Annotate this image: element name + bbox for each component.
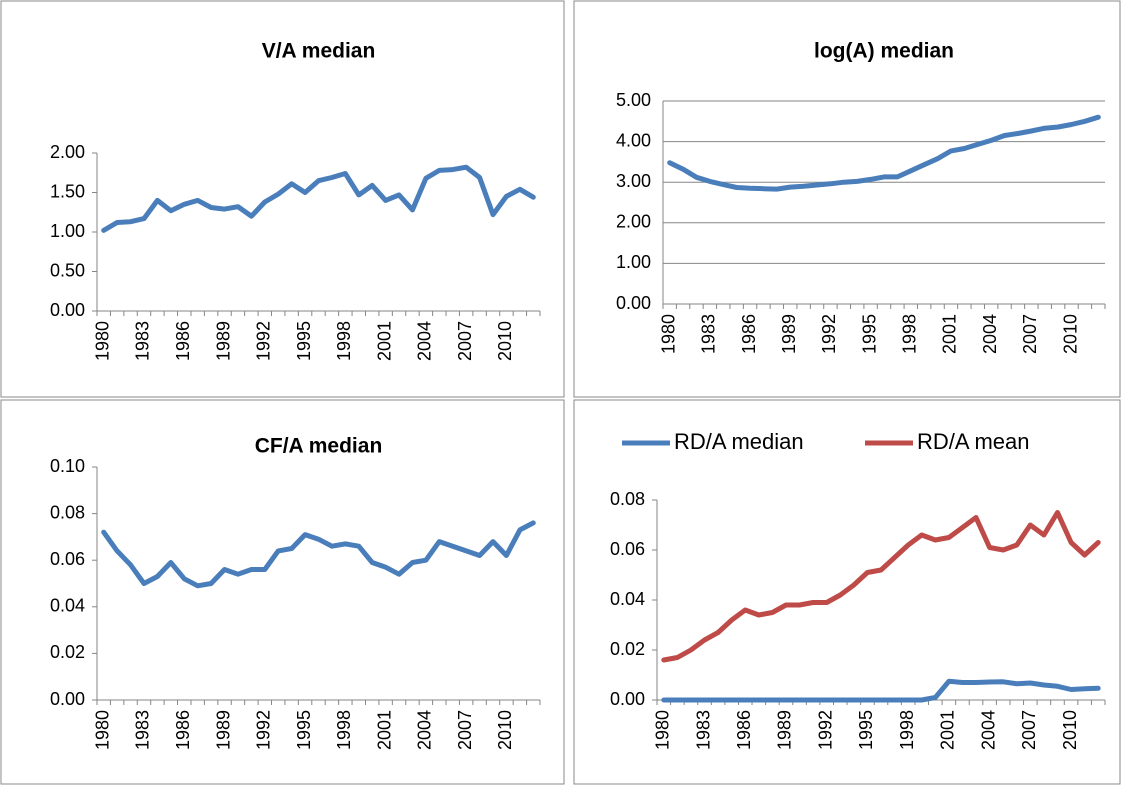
x-tick-label: 1995 [859, 314, 879, 354]
chart-title: CF/A median [255, 435, 383, 458]
y-tick-label: 0.04 [50, 596, 85, 616]
line-series [101, 520, 536, 589]
panel-border [573, 0, 1121, 398]
x-tick-label: 1998 [897, 710, 917, 750]
x-tick-label: 1986 [173, 710, 193, 750]
y-tick-label: 0.10 [50, 456, 85, 476]
x-tick-label: 1998 [334, 710, 354, 750]
y-tick-label: 0.00 [610, 689, 645, 709]
y-tick-label: 0.08 [50, 502, 85, 522]
panel-border [0, 0, 565, 398]
x-tick-label: 2010 [1060, 710, 1080, 750]
x-tick-label: 1980 [658, 314, 678, 354]
y-tick-label: 0.04 [610, 589, 645, 609]
line-series [101, 164, 536, 233]
panel-border [573, 399, 1121, 785]
x-tick-label: 2007 [455, 321, 475, 361]
y-tick-label: 1.50 [50, 181, 85, 201]
y-tick-label: 2.00 [50, 142, 85, 162]
line-series [661, 678, 1101, 703]
x-tick-label: 2001 [940, 314, 960, 354]
y-tick-label: 0.02 [50, 642, 85, 662]
x-tick-label: 2001 [374, 321, 394, 361]
y-tick-label: 0.50 [50, 260, 85, 280]
x-tick-label: 2010 [495, 321, 515, 361]
x-tick-label: 1998 [900, 314, 920, 354]
x-tick-label: 1995 [294, 710, 314, 750]
legend-label: RD/A mean [917, 429, 1030, 454]
x-tick-label: 2007 [455, 710, 475, 750]
x-tick-label: 1980 [92, 321, 112, 361]
panel: CF/A median 0.00 0.02 0.04 0.06 0.08 0.10 1980 1… [0, 399, 565, 785]
panel: log(A) median 0.00 1.00 2.00 3.00 4.00 5.00 198… [573, 0, 1121, 398]
panel: V/A median 0.00 0.50 1.00 1.50 2.00 1980 1983 19… [0, 0, 565, 398]
x-tick-label: 1992 [815, 710, 835, 750]
y-tick-label: 0.00 [50, 689, 85, 709]
x-tick-label: 2001 [938, 710, 958, 750]
x-tick-label: 2007 [1020, 314, 1040, 354]
y-tick-label: 2.00 [616, 212, 651, 232]
panel-border [0, 399, 565, 785]
line-series [661, 510, 1101, 663]
y-tick-label: 0.02 [610, 639, 645, 659]
y-tick-label: 4.00 [616, 130, 651, 150]
x-tick-label: 1983 [133, 321, 153, 361]
y-tick-label: 1.00 [50, 221, 85, 241]
chart-title: V/A median [262, 40, 376, 63]
x-tick-label: 1986 [734, 710, 754, 750]
x-tick-label: 1989 [213, 710, 233, 750]
x-tick-label: 1998 [334, 321, 354, 361]
x-tick-label: 1992 [819, 314, 839, 354]
x-tick-label: 1995 [856, 710, 876, 750]
y-tick-label: 0.06 [610, 539, 645, 559]
chart-title: log(A) median [814, 40, 954, 63]
y-tick-label: 1.00 [616, 252, 651, 272]
line-series [667, 114, 1101, 192]
y-tick-label: 0.00 [616, 293, 651, 313]
x-tick-label: 2004 [980, 314, 1000, 354]
x-tick-label: 2001 [374, 710, 394, 750]
legend-label: RD/A median [674, 429, 804, 454]
x-tick-label: 2004 [415, 710, 435, 750]
x-tick-label: 1983 [133, 710, 153, 750]
x-tick-label: 1992 [254, 710, 274, 750]
x-tick-label: 1980 [653, 710, 673, 750]
x-tick-label: 1989 [213, 321, 233, 361]
y-tick-label: 0.06 [50, 549, 85, 569]
x-tick-label: 1983 [699, 314, 719, 354]
x-tick-label: 1986 [739, 314, 759, 354]
x-tick-label: 1992 [254, 321, 274, 361]
x-tick-label: 1980 [92, 710, 112, 750]
y-tick-label: 3.00 [616, 171, 651, 191]
y-tick-label: 0.00 [50, 300, 85, 320]
x-tick-label: 2007 [1019, 710, 1039, 750]
x-tick-label: 1995 [294, 321, 314, 361]
x-tick-label: 2004 [415, 321, 435, 361]
x-tick-label: 1986 [173, 321, 193, 361]
y-tick-label: 0.08 [610, 489, 645, 509]
x-tick-label: 2010 [1060, 314, 1080, 354]
x-tick-label: 1983 [693, 710, 713, 750]
x-tick-label: 2004 [978, 710, 998, 750]
x-tick-label: 2010 [495, 710, 515, 750]
y-tick-label: 5.00 [616, 90, 651, 110]
x-tick-label: 1989 [775, 710, 795, 750]
panel: 0.00 0.02 0.04 0.06 0.08 1980 1983 1986 1989 1992… [573, 399, 1121, 785]
x-tick-label: 1989 [779, 314, 799, 354]
